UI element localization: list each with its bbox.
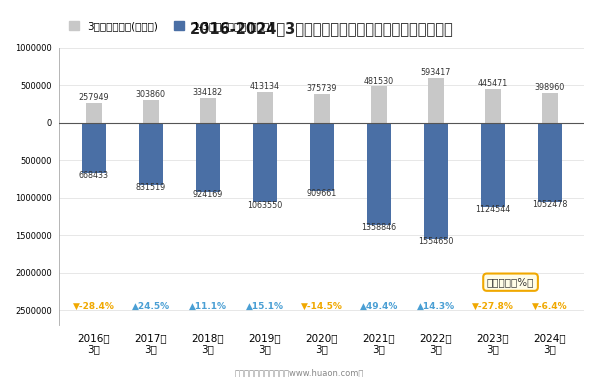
Bar <box>199 98 216 123</box>
Text: 1358846: 1358846 <box>361 223 397 232</box>
Text: 413134: 413134 <box>250 82 280 91</box>
Bar <box>257 92 273 123</box>
Title: 2016-2024年3月重庆市外商投资企业进出口总额统计图: 2016-2024年3月重庆市外商投资企业进出口总额统计图 <box>190 21 453 37</box>
Text: 1124544: 1124544 <box>475 205 510 214</box>
Text: 398960: 398960 <box>535 83 565 92</box>
Bar <box>485 89 501 123</box>
Bar <box>371 86 387 123</box>
Text: 481530: 481530 <box>364 77 394 86</box>
Text: 593417: 593417 <box>420 68 451 77</box>
Bar <box>542 93 558 123</box>
Bar <box>423 123 447 239</box>
Text: 334182: 334182 <box>193 87 223 97</box>
Bar <box>196 123 220 192</box>
Text: ▲11.1%: ▲11.1% <box>189 302 226 311</box>
Bar <box>143 100 159 123</box>
Text: 1063550: 1063550 <box>247 201 282 210</box>
Text: ▲14.3%: ▲14.3% <box>417 302 455 311</box>
Text: 909661: 909661 <box>307 189 337 198</box>
Bar <box>481 123 505 207</box>
Bar <box>86 103 102 123</box>
Text: 制图：华经产业研究院（www.huaon.com）: 制图：华经产业研究院（www.huaon.com） <box>235 368 364 377</box>
Bar <box>138 123 162 185</box>
Text: 445471: 445471 <box>477 79 508 88</box>
Text: 668433: 668433 <box>78 171 108 180</box>
Text: 924169: 924169 <box>192 190 223 199</box>
Bar <box>428 78 444 123</box>
Text: 同比增速（%）: 同比增速（%） <box>487 277 534 287</box>
Legend: 3月进出口总额(万美元), 1-3月进出口总额(万美元): 3月进出口总额(万美元), 1-3月进出口总额(万美元) <box>65 17 278 35</box>
Text: ▼-6.4%: ▼-6.4% <box>532 302 568 311</box>
Bar <box>253 123 277 202</box>
Text: 257949: 257949 <box>78 93 109 102</box>
Text: 303860: 303860 <box>135 90 166 99</box>
Bar <box>310 123 334 191</box>
Bar <box>81 123 105 173</box>
Text: ▼-14.5%: ▼-14.5% <box>301 302 343 311</box>
Bar <box>538 123 562 202</box>
Text: ▲24.5%: ▲24.5% <box>132 302 170 311</box>
Text: 375739: 375739 <box>307 84 337 93</box>
Text: ▲15.1%: ▲15.1% <box>246 302 284 311</box>
Text: ▼-28.4%: ▼-28.4% <box>72 302 114 311</box>
Text: ▼-27.8%: ▼-27.8% <box>472 302 514 311</box>
Bar <box>367 123 391 225</box>
Bar <box>314 94 329 123</box>
Text: 1554650: 1554650 <box>418 238 453 247</box>
Text: 1052478: 1052478 <box>532 200 567 209</box>
Text: ▲49.4%: ▲49.4% <box>359 302 398 311</box>
Text: 831519: 831519 <box>135 183 166 192</box>
